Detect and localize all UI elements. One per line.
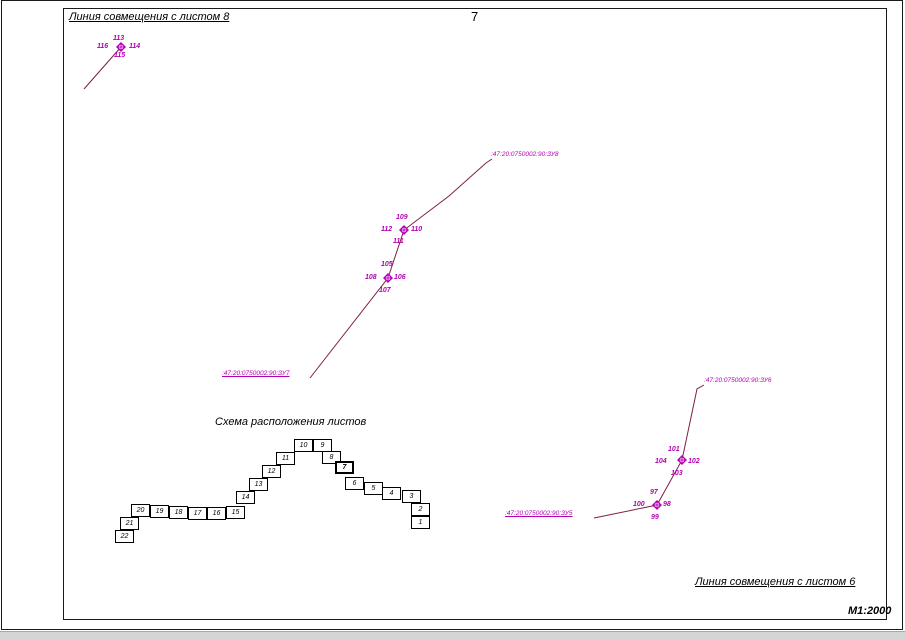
sheet-scheme-cell-19: 19 [150, 505, 169, 518]
match-line-bottom-label: Линия совмещения с листом 6 [695, 576, 856, 588]
sheet-scheme-cell-8: 8 [322, 451, 341, 464]
point-number-label: 104 [655, 458, 667, 465]
sheet-scheme-cell-3: 3 [402, 490, 421, 503]
sheet-scheme-cell-20: 20 [131, 504, 150, 517]
sheet-scheme-cell-6: 6 [345, 477, 364, 490]
point-number-label: 112 [381, 226, 393, 233]
sheet-scheme-cell-14: 14 [236, 491, 255, 504]
window-bottom-strip [0, 631, 905, 640]
point-number-label: 97 [650, 489, 658, 496]
point-number-label: 108 [365, 274, 377, 281]
point-number-label: 100 [633, 501, 645, 508]
survey-point-marker [399, 225, 409, 235]
sheet-scheme-cell-2: 2 [411, 503, 430, 516]
survey-point-marker [652, 500, 662, 510]
sheet-scheme-cell-15: 15 [226, 506, 245, 519]
boundary-line-zu8-zu7 [309, 158, 493, 379]
survey-point-marker [677, 455, 687, 465]
sheet-scheme-cell-22: 22 [115, 530, 134, 543]
drawing-frame [63, 8, 887, 620]
sheet-scheme-cell-12: 12 [262, 465, 281, 478]
scale-label: М1:2000 [848, 605, 892, 617]
point-number-label: 102 [688, 458, 700, 465]
point-number-label: 99 [651, 514, 659, 521]
sheet-number: 7 [471, 9, 479, 24]
point-number-label: 106 [394, 274, 406, 281]
point-number-label: 116 [97, 43, 109, 50]
cadastral-number-label: :47:20:0750002:90:ЗУ8 [491, 151, 559, 158]
point-number-label: 113 [113, 35, 125, 42]
boundary-line-sheet8 [83, 46, 122, 90]
sheet-scheme-cell-11: 11 [276, 452, 295, 465]
boundary-line-zu6-zu5 [593, 384, 705, 519]
point-number-label: 107 [379, 287, 391, 294]
point-number-label: 105 [381, 261, 393, 268]
cadastral-number-label: :47:20:0750002:90:ЗУ6 [704, 377, 772, 384]
point-number-label: 98 [663, 501, 671, 508]
sheet-scheme-cell-7: 7 [335, 461, 354, 474]
cadastral-number-label: :47:20:0750002:90:ЗУ7 [222, 370, 290, 377]
match-line-top-label: Линия совмещения с листом 8 [69, 11, 230, 23]
point-number-label: 115 [114, 52, 126, 59]
sheet-scheme-cell-1: 1 [411, 516, 430, 529]
sheet-scheme-cell-21: 21 [120, 517, 139, 530]
sheet-scheme-cell-10: 10 [294, 439, 313, 452]
point-number-label: 114 [129, 43, 141, 50]
survey-point-marker [383, 273, 393, 283]
survey-point-marker [116, 42, 126, 52]
scheme-title: Схема расположения листов [215, 416, 367, 428]
cadastral-number-label: :47:20:0750002:90:ЗУ5 [505, 510, 573, 517]
sheet-scheme-cell-5: 5 [364, 482, 383, 495]
sheet-scheme-cell-17: 17 [188, 507, 207, 520]
point-number-label: 109 [396, 214, 408, 221]
sheet-scheme-cell-18: 18 [169, 506, 188, 519]
sheet-scheme-cell-16: 16 [207, 507, 226, 520]
sheet-scheme-cell-4: 4 [382, 487, 401, 500]
point-number-label: 110 [411, 226, 423, 233]
point-number-label: 103 [671, 470, 683, 477]
point-number-label: 101 [668, 446, 680, 453]
sheet-scheme-cell-13: 13 [249, 478, 268, 491]
point-number-label: 111 [393, 238, 404, 245]
